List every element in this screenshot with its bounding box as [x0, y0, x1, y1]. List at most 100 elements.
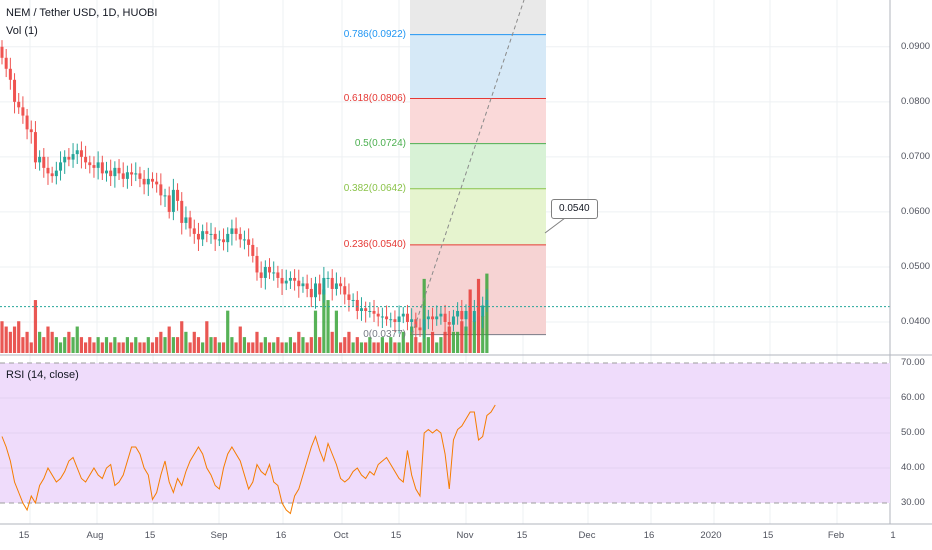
candle-body: [117, 167, 121, 174]
candle-body: [314, 283, 317, 298]
candle-body: [318, 283, 322, 295]
candle-body: [138, 173, 142, 179]
volume-bar: [426, 337, 430, 353]
volume-bar: [481, 315, 485, 353]
candle-body: [326, 277, 330, 279]
candle-body: [460, 310, 464, 320]
fib-level-label: 0.236(0.0540): [343, 238, 406, 250]
candle-body: [54, 170, 58, 177]
volume-bar: [443, 331, 447, 353]
fib-zone-band: [410, 143, 546, 189]
rsi-indicator-label[interactable]: RSI (14, close): [6, 369, 79, 381]
volume-bar: [309, 337, 313, 353]
candle-body: [410, 319, 414, 322]
volume-bar: [71, 337, 75, 353]
volume-bar: [230, 337, 234, 353]
volume-bar: [343, 337, 347, 353]
time-axis-tick: Feb: [827, 530, 845, 541]
candle-body: [25, 115, 29, 130]
fib-level-label: 0.382(0.0642): [343, 182, 406, 194]
time-axis-tick: 16: [275, 530, 287, 541]
candle-body: [146, 178, 150, 185]
volume-bar: [84, 342, 88, 353]
price-callout[interactable]: 0.0540: [551, 199, 598, 219]
volume-bar: [330, 331, 334, 353]
volume-bar: [430, 331, 435, 353]
candle-body: [305, 283, 309, 289]
candle-body: [247, 239, 251, 245]
volume-bar: [201, 342, 205, 353]
volume-bar: [58, 342, 63, 353]
candle-body: [309, 288, 313, 298]
candle-body: [372, 310, 376, 314]
candle-body: [426, 316, 430, 320]
volume-bar: [96, 337, 100, 353]
volume-bar: [167, 326, 171, 353]
candle-body: [155, 181, 159, 185]
candle-body: [113, 167, 117, 177]
volume-bar: [464, 326, 468, 353]
volume-bar: [372, 342, 376, 353]
candle-body: [88, 162, 92, 166]
candle-body: [280, 277, 284, 284]
candle-body: [359, 308, 363, 311]
volume-bar: [255, 331, 259, 353]
candle-body: [385, 316, 389, 320]
time-axis-tick: 15: [390, 530, 402, 541]
candle-body: [301, 283, 305, 287]
volume-bar: [25, 331, 29, 353]
candle-body: [485, 299, 489, 306]
candle-body: [0, 46, 4, 58]
symbol-title[interactable]: NEM / Tether USD, 1D, HUOBI: [6, 7, 158, 19]
candle-body: [389, 319, 393, 321]
candle-body: [451, 316, 455, 325]
volume-bar: [12, 326, 17, 353]
volume-bar: [368, 337, 372, 353]
time-axis-tick: 15: [144, 530, 156, 541]
volume-bar: [364, 342, 368, 353]
time-axis-tick: 1: [890, 530, 896, 541]
candle-body: [376, 313, 380, 317]
volume-bar: [134, 337, 138, 353]
volume-bar: [238, 326, 242, 353]
candle-body: [4, 57, 8, 69]
volume-indicator-label[interactable]: Vol (1): [6, 25, 38, 37]
volume-bar: [209, 337, 213, 353]
fib-trend-line[interactable]: [411, 0, 525, 335]
candle-body: [393, 319, 397, 322]
candle-body: [230, 228, 234, 234]
price-axis-tick: 0.0800: [901, 95, 931, 107]
volume-bar: [171, 337, 175, 353]
volume-bar: [326, 300, 330, 353]
candle-body: [272, 272, 276, 274]
fib-level-label: 0.5(0.0724): [354, 137, 406, 149]
candle-body: [397, 316, 401, 322]
volume-bar: [67, 331, 71, 353]
candle-body: [431, 316, 435, 320]
volume-bar: [109, 342, 113, 353]
rsi-axis-tick: 30.00: [901, 497, 925, 508]
candle-body: [105, 170, 108, 174]
time-axis-tick: 16: [643, 530, 655, 541]
volume-bar: [293, 342, 297, 353]
candle-body: [17, 101, 21, 108]
rsi-axis-tick: 50.00: [901, 427, 925, 438]
volume-bar: [50, 331, 54, 353]
candle-body: [196, 233, 200, 240]
time-axis-tick: Sep: [210, 530, 228, 541]
candle-body: [447, 321, 451, 325]
volume-bar: [0, 321, 4, 353]
candle-body: [201, 231, 205, 240]
volume-bar: [397, 342, 401, 353]
volume-bar: [104, 337, 109, 353]
fib-zone-top: [410, 0, 546, 35]
candle-body: [405, 313, 409, 322]
candle-body: [234, 228, 238, 234]
volume-bar: [184, 331, 188, 353]
candle-body: [380, 316, 384, 318]
time-axis-tick: Nov: [456, 530, 474, 541]
volume-bar: [485, 273, 489, 353]
candle-body: [205, 231, 209, 234]
time-axis-tick: 15: [762, 530, 774, 541]
